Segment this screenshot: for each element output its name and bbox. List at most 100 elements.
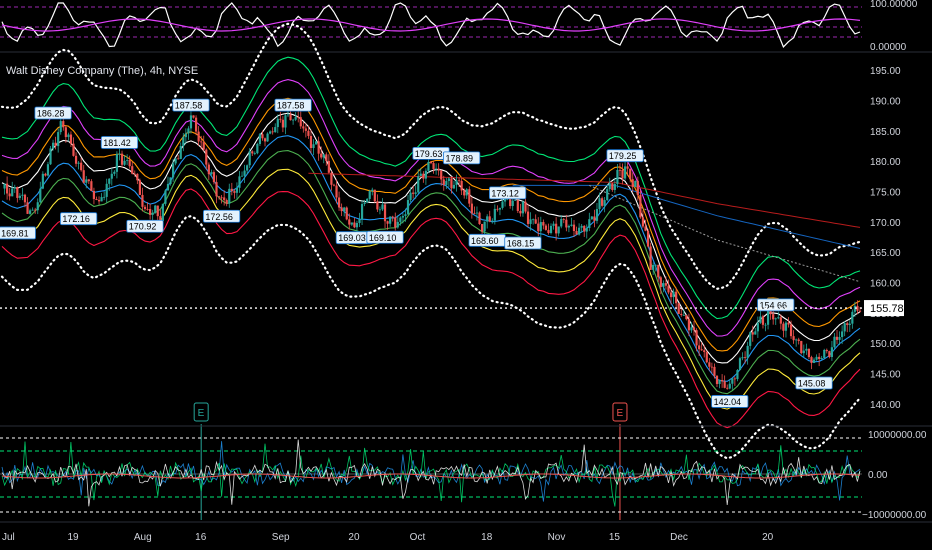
candle-body bbox=[238, 176, 241, 188]
candle-body bbox=[51, 142, 55, 149]
candle-body bbox=[184, 133, 187, 138]
candle-body bbox=[46, 164, 50, 176]
time-tick: Jul bbox=[2, 532, 15, 543]
candle-body bbox=[626, 166, 629, 169]
candle-body bbox=[335, 185, 338, 198]
candle-body bbox=[641, 217, 645, 227]
candle-body bbox=[100, 197, 103, 202]
candle-body bbox=[194, 117, 198, 132]
candle-body bbox=[509, 198, 512, 207]
candle-body bbox=[149, 209, 152, 215]
candle-body bbox=[274, 127, 277, 133]
candle-body bbox=[572, 224, 576, 231]
candle-body bbox=[36, 202, 39, 211]
candle-body bbox=[749, 332, 752, 346]
candle-body bbox=[578, 227, 581, 235]
price-label: 154.66 bbox=[760, 300, 788, 310]
candle-body bbox=[345, 207, 348, 220]
candle-body bbox=[603, 200, 606, 206]
price-label-box bbox=[126, 219, 164, 233]
price-label: 169.81 bbox=[1, 228, 29, 238]
candle-body bbox=[322, 154, 325, 158]
candle-body bbox=[103, 196, 106, 198]
candle-body bbox=[657, 264, 660, 278]
candle-body bbox=[473, 213, 476, 215]
candle-body bbox=[858, 310, 862, 312]
candle-body bbox=[692, 327, 696, 331]
candle-body bbox=[417, 176, 420, 193]
candle-body bbox=[113, 171, 116, 174]
candle-body bbox=[39, 188, 42, 203]
candle-body bbox=[795, 339, 798, 341]
time-tick: Dec bbox=[670, 532, 688, 543]
bottom-axis-tick-upper: 10000000.00 bbox=[868, 430, 927, 441]
candle-body bbox=[108, 178, 111, 184]
candle-body bbox=[49, 148, 52, 165]
bottom-axis-tick-zero: 0.00 bbox=[868, 470, 888, 481]
candle-body bbox=[629, 168, 632, 180]
candle-body bbox=[312, 144, 315, 149]
candle-body bbox=[616, 169, 619, 184]
candle-body bbox=[118, 153, 121, 155]
candle-body bbox=[723, 381, 726, 388]
candle-body bbox=[611, 183, 614, 190]
candle-body bbox=[810, 357, 813, 363]
price-label-box bbox=[34, 106, 72, 120]
candle-body bbox=[646, 230, 650, 247]
candle-body bbox=[64, 127, 67, 138]
candle-body bbox=[639, 195, 642, 218]
candle-body bbox=[243, 170, 246, 176]
price-label: 187.58 bbox=[175, 101, 203, 111]
time-tick: 16 bbox=[195, 532, 207, 543]
candle-body bbox=[355, 222, 359, 228]
candle-body bbox=[401, 215, 405, 218]
candle-body bbox=[330, 172, 333, 185]
price-tick: 185.00 bbox=[870, 127, 901, 138]
price-label: 169.10 bbox=[369, 233, 397, 243]
moving-average bbox=[512, 184, 861, 249]
candle-body bbox=[386, 221, 389, 224]
candle-body bbox=[174, 158, 177, 164]
candle-body bbox=[404, 214, 407, 216]
candle-body bbox=[825, 349, 828, 352]
candle-body bbox=[802, 350, 805, 354]
candle-body bbox=[182, 137, 185, 146]
price-label: 178.89 bbox=[445, 153, 473, 163]
time-tick: Oct bbox=[410, 532, 426, 543]
candle-body bbox=[120, 153, 124, 165]
candle-body bbox=[608, 183, 611, 190]
candle-body bbox=[526, 211, 530, 224]
candle-body bbox=[774, 318, 777, 320]
candle-body bbox=[69, 134, 73, 144]
candle-body bbox=[700, 349, 703, 351]
price-label-box bbox=[504, 236, 542, 250]
candle-body bbox=[414, 192, 417, 194]
candle-body bbox=[289, 114, 292, 121]
volume-oscillator-line bbox=[1, 441, 861, 507]
candle-body bbox=[177, 158, 180, 160]
candle-body bbox=[838, 337, 841, 340]
candle-body bbox=[664, 283, 668, 286]
candle-body bbox=[378, 209, 382, 211]
candle-body bbox=[856, 305, 859, 311]
price-label: 179.63 bbox=[415, 149, 443, 159]
candle-body bbox=[652, 265, 655, 270]
price-label: 179.25 bbox=[609, 151, 637, 161]
candle-body bbox=[667, 285, 670, 293]
envelope-band bbox=[1, 135, 861, 382]
price-label-box bbox=[489, 186, 527, 200]
candle-body bbox=[677, 303, 680, 314]
candle-body bbox=[263, 138, 267, 142]
candle-body bbox=[325, 154, 328, 161]
candle-body bbox=[447, 178, 450, 182]
candle-body bbox=[478, 212, 481, 224]
candle-body bbox=[235, 187, 239, 193]
candle-body bbox=[23, 194, 27, 203]
candle-body bbox=[751, 332, 754, 335]
candle-body bbox=[432, 163, 435, 170]
candle-body bbox=[200, 141, 203, 143]
price-label-box bbox=[100, 136, 139, 149]
candle-body bbox=[613, 183, 616, 190]
candle-body bbox=[253, 153, 256, 154]
candle-body bbox=[565, 219, 568, 228]
